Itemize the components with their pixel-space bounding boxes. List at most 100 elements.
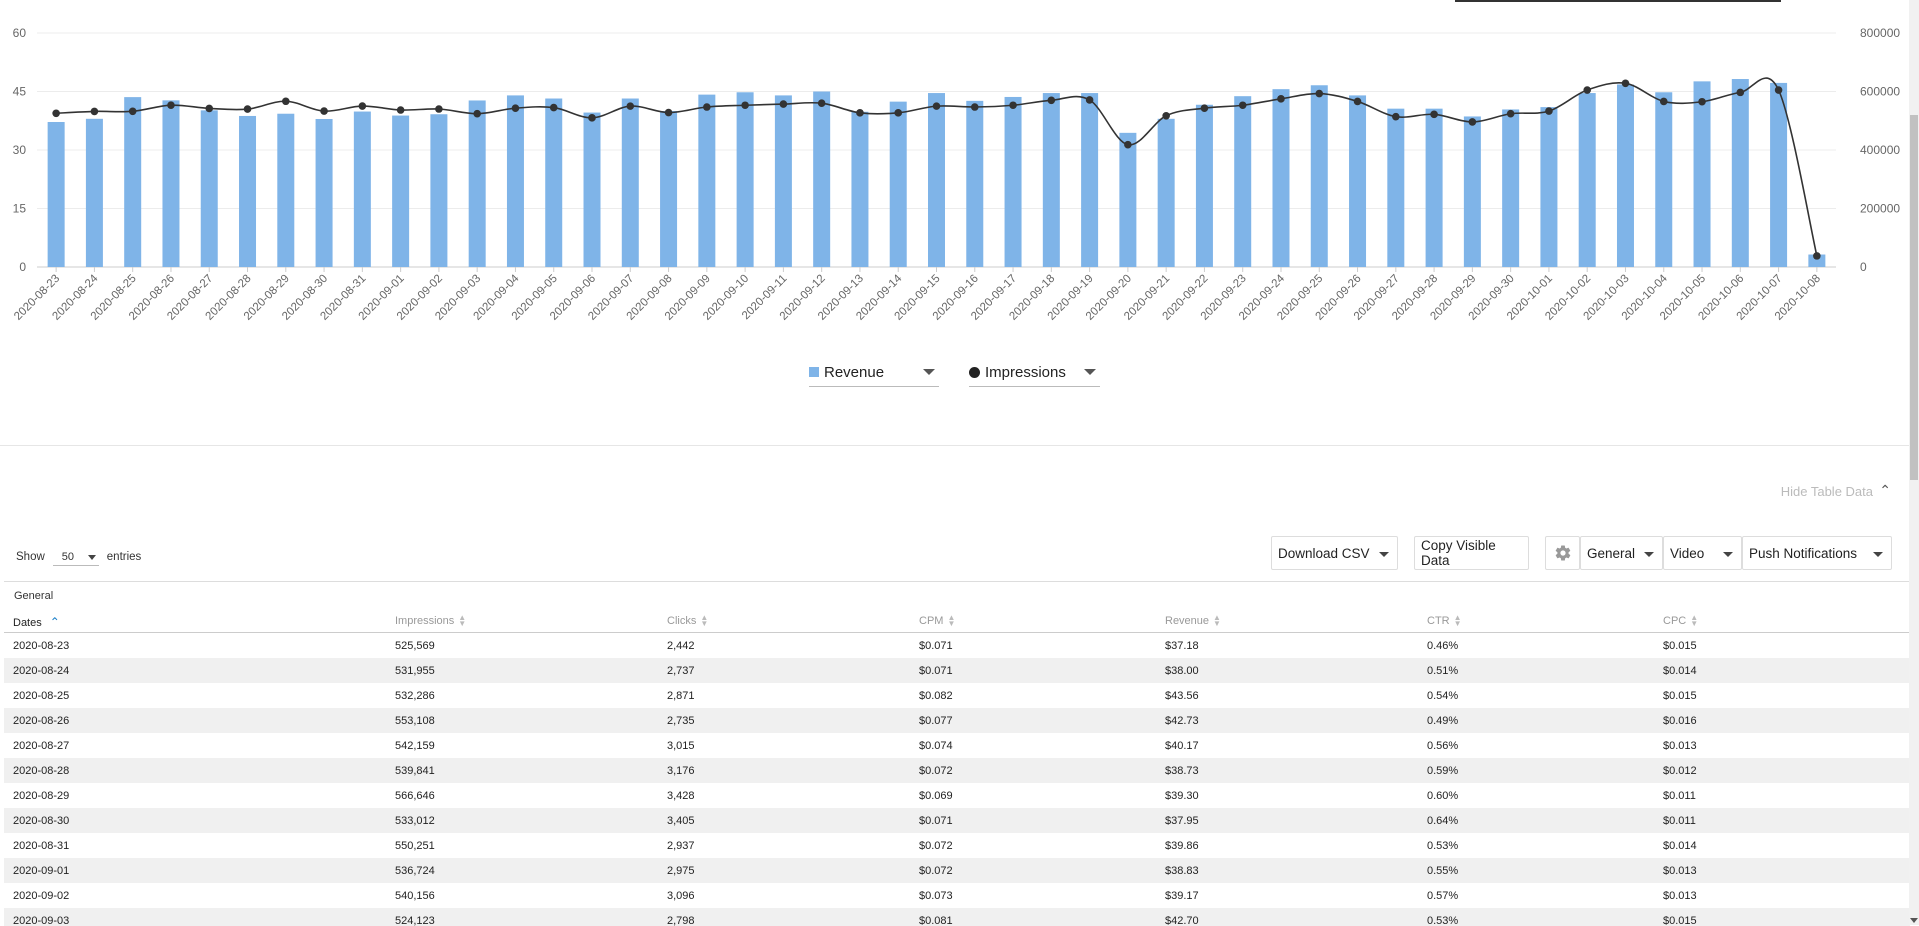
table-cell-impressions: 550,251 — [395, 840, 435, 852]
chevron-down-icon — [1644, 552, 1654, 557]
push-notifications-dropdown[interactable]: Push Notifications — [1742, 536, 1892, 570]
column-header-impressions[interactable]: Impressions ▲ ▼ — [395, 614, 466, 628]
bar-revenue — [774, 95, 792, 268]
table-cell-clicks: 3,428 — [667, 790, 695, 802]
show-label: Show — [16, 551, 45, 563]
table-row: 2020-08-27 542,159 3,015 $0.074 $40.17 0.56% $… — [4, 733, 1910, 758]
top-popup-edge — [1455, 0, 1781, 2]
table-cell-cpc: $0.013 — [1663, 890, 1697, 902]
legend-revenue[interactable]: Revenue — [809, 358, 939, 387]
impressions-swatch — [969, 366, 980, 378]
table-cell-revenue: $38.83 — [1165, 865, 1199, 877]
column-header-clicks[interactable]: Clicks ▲ ▼ — [667, 614, 708, 628]
chevron-up-icon[interactable]: ⌃ — [1879, 482, 1891, 498]
bar-revenue — [124, 97, 142, 267]
general-dropdown[interactable]: General — [1580, 536, 1663, 570]
scrollbar[interactable] — [1909, 0, 1919, 925]
column-header-revenue[interactable]: Revenue ▲ ▼ — [1165, 614, 1221, 628]
table-cell-ctr: 0.56% — [1427, 740, 1459, 752]
bar-revenue — [966, 100, 984, 267]
table-cell-cpc: $0.013 — [1663, 865, 1697, 877]
bar-revenue — [1616, 84, 1634, 267]
column-header-label: CPC — [1663, 615, 1687, 627]
table-row: 2020-08-31 550,251 2,937 $0.072 $39.86 0.53% $… — [4, 833, 1910, 858]
bar-revenue — [468, 100, 486, 267]
chevron-down-icon — [87, 555, 96, 560]
bar-revenue — [353, 111, 371, 268]
table-cell-ctr: 0.49% — [1427, 715, 1459, 727]
table-cell-revenue: $37.95 — [1165, 815, 1199, 827]
bar-revenue — [430, 114, 448, 267]
table-cell-revenue: $40.17 — [1165, 740, 1199, 752]
point-impressions — [1238, 101, 1247, 110]
point-impressions — [664, 108, 673, 117]
copy-visible-data-button[interactable]: Copy Visible Data — [1414, 536, 1529, 570]
table-cell-cpm: $0.082 — [919, 690, 953, 702]
column-header-cpc[interactable]: CPC ▲ ▼ — [1663, 614, 1698, 628]
bar-revenue — [813, 91, 831, 267]
scroll-down-icon[interactable] — [1910, 918, 1918, 923]
table-cell-cpm: $0.071 — [919, 815, 953, 827]
legend-impressions-label: Impressions — [985, 363, 1066, 381]
table-row: 2020-08-28 539,841 3,176 $0.072 $38.73 0.59% $… — [4, 758, 1910, 783]
entries-select[interactable]: 50 — [52, 548, 99, 566]
column-header-cpm[interactable]: CPM ▲ ▼ — [919, 614, 955, 628]
table-cell-cpc: $0.015 — [1663, 690, 1697, 702]
table-cell-ctr: 0.59% — [1427, 765, 1459, 777]
point-impressions — [932, 102, 941, 110]
column-header-label: Dates — [13, 617, 42, 629]
table-body: 2020-08-23 525,569 2,442 $0.071 $37.18 0.46% $… — [4, 633, 1910, 926]
y-right-tick-label: 600000 — [1860, 85, 1900, 99]
table-cell-cpm: $0.069 — [919, 790, 953, 802]
table-cell-cpc: $0.011 — [1663, 815, 1696, 827]
point-impressions — [1659, 97, 1668, 106]
data-table: General Dates ⌃ Impressions ▲ ▼ Clicks ▲ ▼ CP… — [4, 581, 1910, 926]
table-row: 2020-08-25 532,286 2,871 $0.082 $43.56 0.54% $… — [4, 683, 1910, 708]
point-impressions — [1430, 110, 1438, 119]
table-cell-ctr: 0.55% — [1427, 865, 1459, 877]
table-cell-ctr: 0.57% — [1427, 890, 1459, 902]
combo-chart: 01530456002000004000006000008000002020-0… — [12, 26, 1900, 323]
column-header-label: CPM — [919, 615, 944, 627]
column-header-ctr[interactable]: CTR ▲ ▼ — [1427, 614, 1462, 628]
legend-impressions[interactable]: Impressions — [969, 358, 1100, 387]
table-cell-impressions: 536,724 — [395, 865, 435, 877]
table-row: 2020-09-02 540,156 3,096 $0.073 $39.17 0.57% $… — [4, 883, 1910, 908]
scrollbar-thumb[interactable] — [1910, 115, 1918, 480]
table-cell-dates: 2020-08-24 — [13, 665, 70, 677]
entries-label: entries — [106, 551, 142, 563]
bar-revenue — [1731, 79, 1749, 268]
table-cell-ctr: 0.46% — [1427, 640, 1459, 652]
bar-revenue — [1808, 254, 1826, 267]
bar-revenue — [1540, 107, 1558, 267]
table-row: 2020-08-26 553,108 2,735 $0.077 $42.73 0.49% $… — [4, 708, 1910, 733]
table-cell-cpm: $0.071 — [919, 640, 953, 652]
table-cell-dates: 2020-08-26 — [13, 715, 70, 727]
bar-revenue — [506, 95, 524, 268]
hide-table-data-button[interactable]: Hide Table Data — [1780, 484, 1873, 499]
table-cell-cpm: $0.073 — [919, 890, 953, 902]
download-csv-button[interactable]: Download CSV — [1271, 536, 1398, 570]
point-impressions — [396, 106, 405, 114]
column-header-dates[interactable]: Dates ⌃ — [13, 615, 60, 629]
table-cell-dates: 2020-08-23 — [13, 640, 70, 652]
gear-icon — [1555, 545, 1570, 561]
column-header-label: Impressions — [395, 615, 455, 627]
point-impressions — [281, 97, 290, 106]
video-dropdown[interactable]: Video — [1663, 536, 1742, 570]
y-left-tick-label: 45 — [13, 85, 27, 99]
bar-revenue — [47, 121, 65, 267]
y-left-tick-label: 0 — [19, 260, 26, 274]
bar-revenue — [1655, 92, 1673, 267]
general-label: General — [1587, 545, 1636, 561]
table-cell-clicks: 3,405 — [667, 815, 695, 827]
table-cell-dates: 2020-09-03 — [13, 915, 70, 926]
table-cell-dates: 2020-09-01 — [13, 865, 70, 877]
table-cell-clicks: 3,176 — [667, 765, 695, 777]
bar-revenue — [1234, 96, 1252, 268]
table-cell-impressions: 531,955 — [395, 665, 435, 677]
table-cell-revenue: $39.30 — [1165, 790, 1199, 802]
table-cell-cpc: $0.012 — [1663, 765, 1697, 777]
bar-revenue — [239, 115, 257, 267]
settings-button[interactable] — [1545, 536, 1580, 570]
